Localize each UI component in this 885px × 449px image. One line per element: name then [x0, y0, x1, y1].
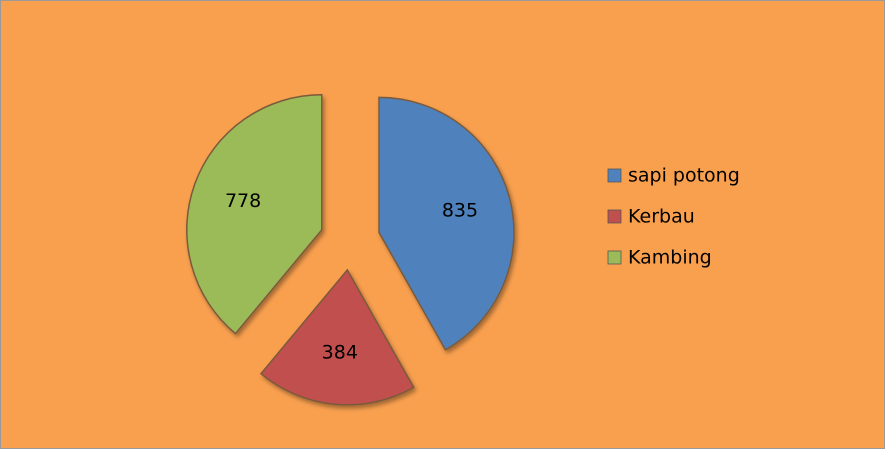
pie-slice — [259, 268, 415, 406]
pie-slice — [378, 96, 515, 351]
legend-swatch — [607, 209, 622, 224]
legend-swatch — [607, 250, 622, 265]
data-label: 835 — [442, 200, 478, 222]
data-label: 384 — [322, 342, 358, 364]
legend-swatch — [607, 168, 622, 183]
legend-label: Kambing — [628, 247, 712, 269]
data-label: 778 — [225, 190, 261, 212]
legend-label: Kerbau — [628, 206, 695, 228]
legend-label: sapi potong — [628, 165, 740, 187]
pie-slice — [186, 94, 323, 335]
